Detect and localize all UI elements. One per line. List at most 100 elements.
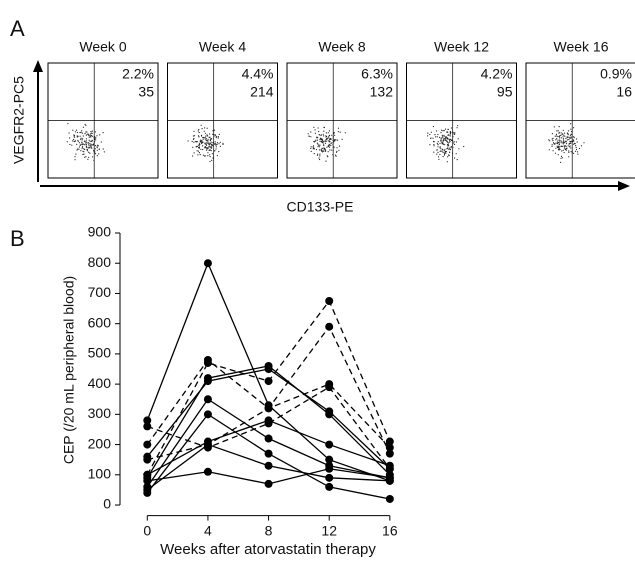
event-dot [325,141,326,142]
event-dot [79,132,80,133]
event-dot [90,133,91,134]
event-dot [570,129,571,130]
event-dot [209,143,210,144]
event-dot [559,143,560,144]
event-dot [318,157,319,158]
event-dot [205,136,206,137]
event-dot [452,132,453,133]
event-dot [91,135,92,136]
event-dot [95,153,96,154]
event-dot [568,134,569,135]
event-dot [568,137,569,138]
event-dot [98,153,99,154]
count-label: 35 [138,84,154,100]
event-dot [85,156,86,157]
event-dot [212,157,213,158]
x-tick-label: 12 [321,522,337,538]
event-dot [566,143,567,144]
event-dot [201,140,202,141]
event-dot [577,151,578,152]
y-axis-label: CEP (/20 mL peripheral blood) [61,276,77,464]
event-dot [206,134,207,135]
event-dot [336,147,337,148]
data-point [325,410,333,418]
event-dot [565,138,566,139]
event-dot [448,154,449,155]
event-dot [319,155,320,156]
x-tick-label: 4 [204,522,212,538]
plot-title: Week 12 [434,39,489,55]
event-dot [319,146,320,147]
event-dot [99,134,100,135]
event-dot [328,140,329,141]
event-dot [555,143,556,144]
event-dot [576,147,577,148]
event-dot [203,139,204,140]
event-dot [454,157,455,158]
event-dot [90,136,91,137]
event-dot [197,146,198,147]
y-tick-label: 500 [88,345,112,361]
plot-title: Week 0 [79,39,126,55]
event-dot [447,131,448,132]
event-dot [317,144,318,145]
event-dot [568,139,569,140]
event-dot [570,143,571,144]
event-dot [452,140,453,141]
event-dot [209,150,210,151]
event-dot [567,137,568,138]
event-dot [74,156,75,157]
event-dot [73,134,74,135]
event-dot [555,136,556,137]
event-dot [560,140,561,141]
event-dot [557,136,558,137]
event-dot [202,145,203,146]
event-dot [313,146,314,147]
event-dot [208,144,209,145]
event-dot [442,151,443,152]
event-dot [443,139,444,140]
count-label: 214 [250,84,274,100]
event-dot [87,150,88,151]
event-dot [319,149,320,150]
event-dot [323,151,324,152]
event-dot [437,152,438,153]
event-dot [570,123,571,124]
event-dot [216,136,217,137]
event-dot [457,125,458,126]
event-dot [321,134,322,135]
event-dot [566,146,567,147]
event-dot [216,137,217,138]
event-dot [101,141,102,142]
event-dot [193,138,194,139]
event-dot [573,144,574,145]
data-point [204,374,212,382]
data-point [386,444,394,452]
event-dot [188,140,189,141]
event-dot [199,143,200,144]
event-dot [447,129,448,130]
data-point [143,441,151,449]
event-dot [447,156,448,157]
event-dot [315,141,316,142]
event-dot [328,151,329,152]
event-dot [80,139,81,140]
event-dot [440,140,441,141]
data-point [325,474,333,482]
y-tick-label: 700 [88,284,112,300]
event-dot [209,161,210,162]
event-dot [564,148,565,149]
event-dot [434,134,435,135]
event-dot [562,133,563,134]
event-dot [573,139,574,140]
percent-label: 4.2% [481,66,513,82]
event-dot [69,137,70,138]
event-dot [192,141,193,142]
event-dot [206,138,207,139]
x-tick-label: 0 [143,522,151,538]
event-dot [559,146,560,147]
event-dot [210,143,211,144]
event-dot [329,139,330,140]
event-dot [196,146,197,147]
percent-label: 6.3% [361,66,393,82]
